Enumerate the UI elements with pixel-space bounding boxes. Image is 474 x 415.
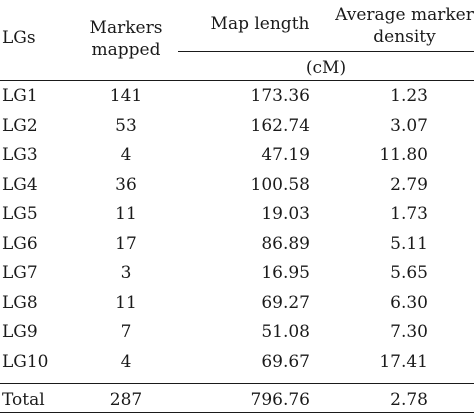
row-length: 16.95 [261,263,310,283]
row-density: 6.30 [390,293,428,313]
row-lg: LG1 [2,86,38,106]
row-length: 162.74 [250,116,310,136]
row-density: 2.79 [390,175,428,195]
row-lg: LG9 [2,322,38,342]
row-density: 1.73 [390,204,428,224]
row-density: 5.11 [390,234,428,254]
row-markers: 11 [115,204,137,224]
table-bottom-rule [0,412,474,413]
row-lg: LG6 [2,234,38,254]
row-density: 11.80 [379,145,428,165]
row-markers: 17 [115,234,137,254]
header-density-line2: density [373,27,436,47]
header-lgs: LGs [2,28,36,48]
row-markers: 141 [109,86,143,106]
row-density: 3.07 [390,116,428,136]
total-length: 796.76 [250,390,310,410]
row-markers: 7 [120,322,132,342]
row-lg: LG10 [2,352,49,372]
row-density: 5.65 [390,263,428,283]
row-lg: LG8 [2,293,38,313]
row-lg: LG5 [2,204,38,224]
row-lg: LG4 [2,175,38,195]
header-subrule [178,51,474,52]
header-map-length: Map length [210,14,310,34]
row-markers: 53 [115,116,137,136]
total-markers: 287 [109,390,143,410]
row-length: 69.67 [261,352,310,372]
row-markers: 36 [115,175,137,195]
row-length: 173.36 [250,86,310,106]
header-density-line1: Average marker [335,5,474,25]
row-markers: 3 [120,263,132,283]
row-length: 86.89 [261,234,310,254]
row-lg: LG7 [2,263,38,283]
row-density: 1.23 [390,86,428,106]
row-length: 69.27 [261,293,310,313]
row-markers: 4 [120,352,132,372]
row-length: 51.08 [261,322,310,342]
row-length: 47.19 [261,145,310,165]
total-label: Total [2,390,45,410]
row-length: 100.58 [250,175,310,195]
row-lg: LG3 [2,145,38,165]
header-unit: (cM) [305,58,347,78]
row-markers: 4 [120,145,132,165]
row-markers: 11 [115,293,137,313]
row-lg: LG2 [2,116,38,136]
row-density: 7.30 [390,322,428,342]
total-top-rule [0,383,474,384]
total-density: 2.78 [390,390,428,410]
header-markers-line2: mapped [91,40,161,60]
header-markers-line1: Markers [89,18,163,38]
row-density: 17.41 [379,352,428,372]
header-bottom-rule [0,80,474,81]
row-length: 19.03 [261,204,310,224]
